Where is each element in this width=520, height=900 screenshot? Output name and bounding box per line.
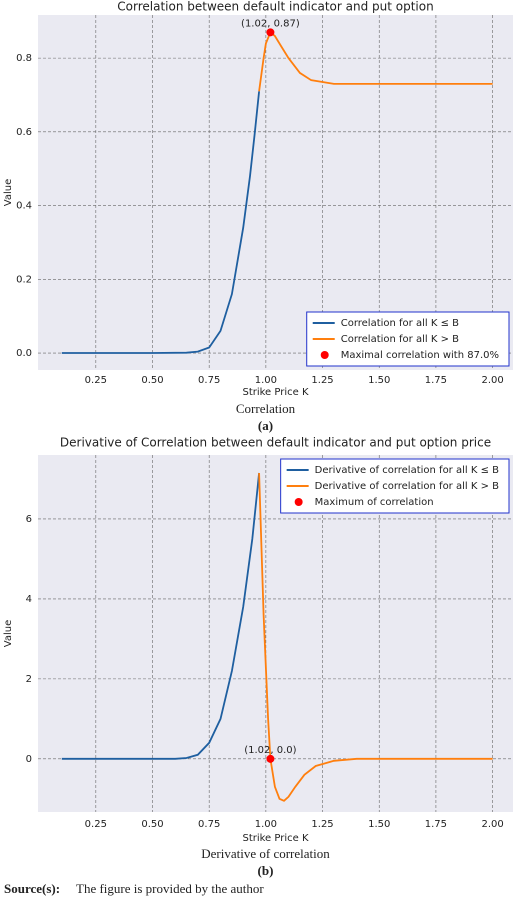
caption: Correlation: [236, 401, 296, 416]
line: [61, 472, 260, 760]
y-tick-label: 0.4: [16, 201, 32, 212]
y-tick-label: 0.0: [16, 348, 32, 359]
x-axis-label: Strike Price K: [242, 833, 308, 844]
x-tick-label: 1.00: [255, 375, 277, 386]
legend: Correlation for all K ≤ B Correlation for…: [306, 311, 510, 367]
line: [61, 91, 260, 354]
source-label: Source(s):: [4, 881, 60, 896]
plot-area: [38, 455, 513, 812]
caption: Derivative of correlation: [201, 846, 330, 861]
y-axis-label: Value: [3, 620, 14, 647]
y-tick-label: 4: [26, 594, 32, 605]
x-tick-label: 0.75: [198, 375, 220, 386]
x-tick-label: 1.50: [368, 375, 390, 386]
legend-marker: [294, 498, 303, 506]
legend-label: Maximal correlation with 87.0%: [341, 350, 499, 361]
x-tick-label: 1.75: [425, 375, 447, 386]
source-text: The figure is provided by the author: [76, 881, 264, 896]
legend-box: [306, 311, 510, 367]
legend: Derivative of correlation for all K ≤ B D…: [280, 458, 510, 514]
legend-label: Correlation for all K ≤ B: [341, 318, 459, 329]
y-tick-label: 0.8: [16, 53, 32, 64]
y-tick-label: 6: [26, 514, 32, 525]
x-tick-label: 1.00: [255, 819, 277, 830]
chart-title: Correlation between default indicator an…: [117, 0, 433, 14]
panel-label: (a): [258, 418, 273, 433]
x-tick-label: 1.75: [425, 819, 447, 830]
plot-area: [38, 15, 513, 370]
x-tick-label: 1.50: [368, 819, 390, 830]
x-tick-label: 0.25: [85, 375, 107, 386]
legend-label: Correlation for all K > B: [341, 334, 459, 345]
x-tick-label: 1.25: [311, 819, 333, 830]
point: [266, 28, 275, 37]
legend-marker: [320, 351, 329, 359]
point: [266, 754, 275, 763]
x-tick-label: 0.25: [85, 819, 107, 830]
x-axis-label: Strike Price K: [242, 387, 308, 398]
y-tick-label: 0.6: [16, 127, 32, 138]
chart-title: Derivative of Correlation between defaul…: [60, 436, 491, 450]
point-label: (1.02, 0.87): [241, 18, 300, 29]
y-tick-label: 2: [26, 674, 32, 685]
x-tick-label: 0.50: [141, 819, 163, 830]
legend-label: Derivative of correlation for all K > B: [315, 481, 499, 492]
legend-box: [280, 458, 510, 514]
point-label: (1.02, 0.0): [244, 745, 296, 756]
line: [258, 472, 493, 802]
y-axis-label: Value: [3, 179, 14, 206]
x-tick-label: 2.00: [481, 375, 503, 386]
legend-label: Maximum of correlation: [315, 497, 434, 508]
panel-label: (b): [258, 863, 274, 878]
x-tick-label: 0.50: [141, 375, 163, 386]
x-tick-label: 2.00: [481, 819, 503, 830]
line: [258, 30, 493, 92]
y-tick-label: 0.2: [16, 274, 32, 285]
y-tick-label: 0: [26, 754, 32, 765]
x-tick-label: 1.25: [311, 375, 333, 386]
legend-label: Derivative of correlation for all K ≤ B: [315, 465, 499, 476]
x-tick-label: 0.75: [198, 819, 220, 830]
